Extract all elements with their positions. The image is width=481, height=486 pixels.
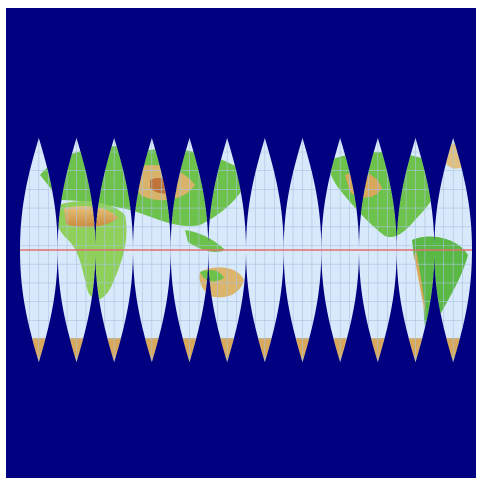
page: (() => { const ns = 'http://www.w3.org/2… (0, 0, 481, 486)
map-figure (0, 0, 481, 486)
